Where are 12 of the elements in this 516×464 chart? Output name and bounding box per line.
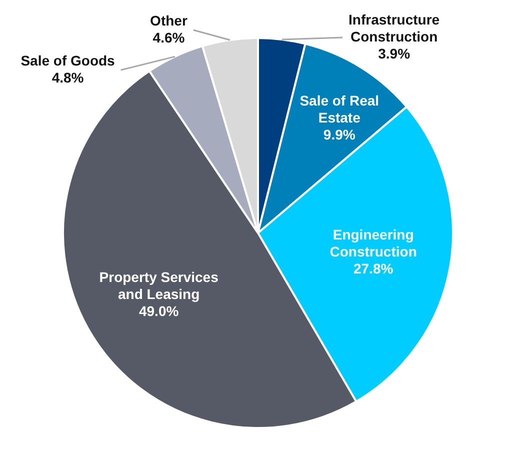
data-label: 49.0% [138,302,180,319]
slice-label: Sale of Goods [20,52,116,68]
slice-label: Sale of Real Estate [300,92,380,126]
data-label: 27.8% [353,260,394,277]
data-label: 9.9% [323,126,356,142]
slice-label: Other [150,12,188,28]
data-label: 3.9% [378,45,411,62]
slice-label: Engineering Construction [330,226,417,260]
data-label: 4.8% [52,69,84,86]
slice-label: Infrastructure Construction [348,11,440,44]
data-label: 4.6% [152,29,186,46]
slice-label: Property Services and Leasing [99,268,219,302]
